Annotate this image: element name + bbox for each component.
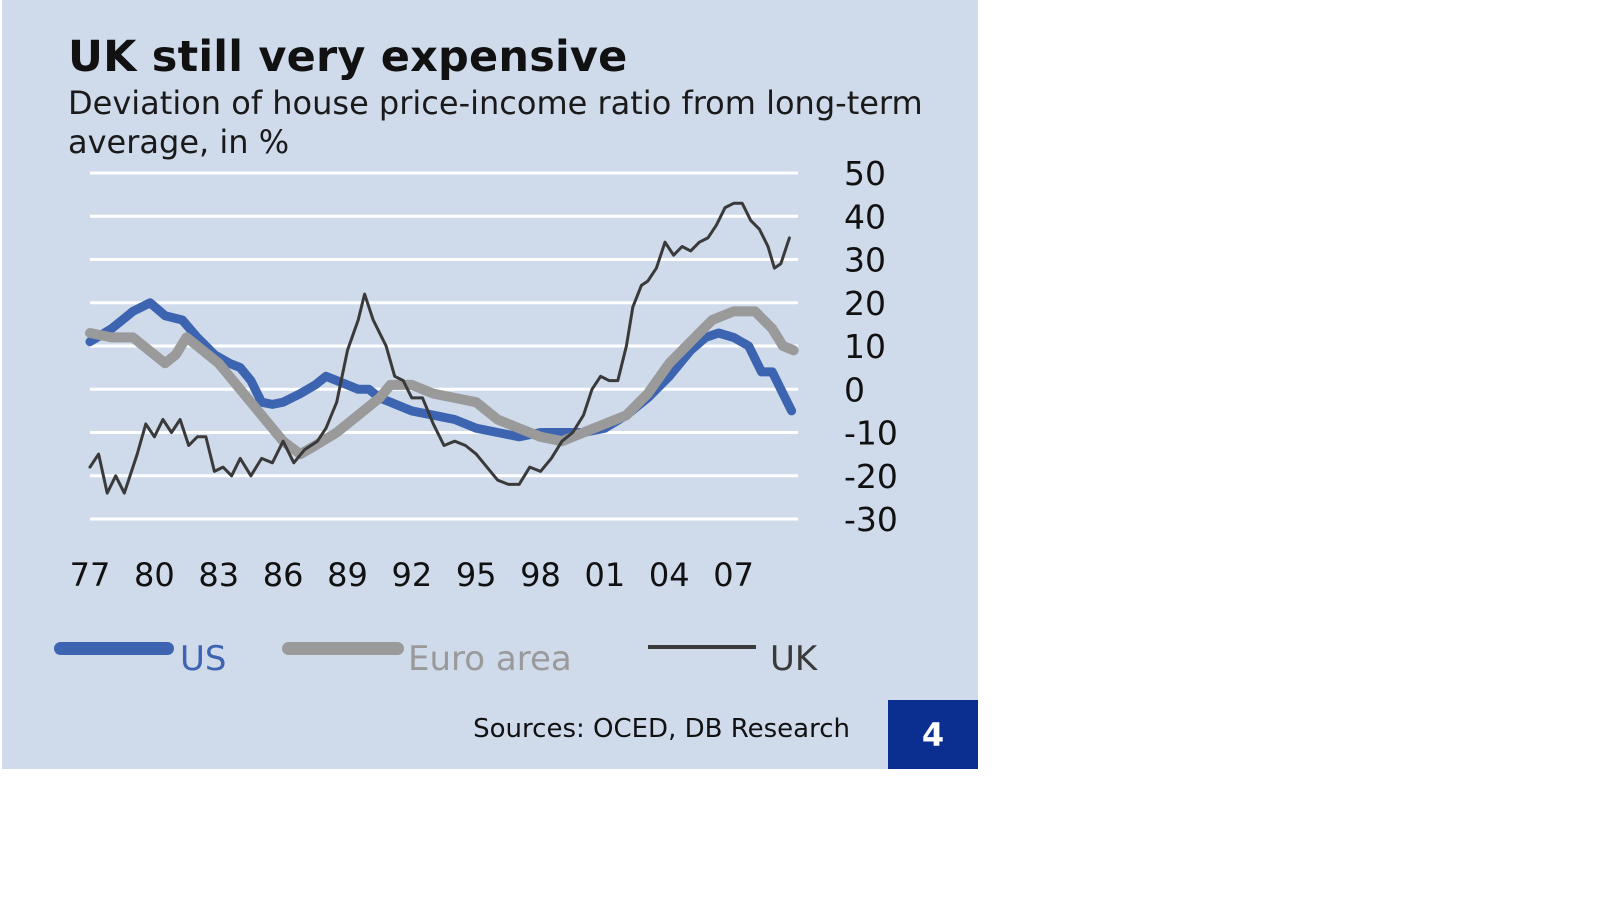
chart-subtitle: Deviation of house price-income ratio fr… — [68, 84, 923, 161]
y-tick-label: 40 — [844, 197, 886, 236]
x-tick-label: 98 — [520, 556, 561, 594]
y-tick-label: -20 — [844, 457, 898, 496]
x-tick-label: 92 — [391, 556, 432, 594]
y-tick-label: 50 — [844, 154, 886, 193]
x-tick-label: 04 — [649, 556, 690, 594]
x-tick-label: 89 — [327, 556, 368, 594]
legend-label-euro-area: Euro area — [408, 639, 572, 679]
y-tick-label: 10 — [844, 327, 886, 366]
source-note: Sources: OCED, DB Research — [473, 714, 850, 744]
y-tick-label: -30 — [844, 500, 898, 539]
legend-swatch-uk — [648, 645, 756, 649]
x-tick-label: 80 — [134, 556, 175, 594]
x-tick-label: 83 — [198, 556, 239, 594]
x-tick-label: 95 — [456, 556, 497, 594]
series-line-us — [85, 298, 797, 442]
legend-label-uk: UK — [770, 639, 818, 679]
x-tick-label: 01 — [585, 556, 626, 594]
line-chart: 50 40 30 20 10 0 -10 -20 -30 77 80 83 86 89 92 95 98 01 04… — [70, 154, 898, 594]
legend-swatch-us — [54, 642, 174, 655]
x-tick-label: 77 — [70, 556, 111, 594]
x-tick-label: 07 — [713, 556, 754, 594]
legend: US Euro area UK — [2, 634, 978, 684]
y-tick-label: -10 — [844, 414, 898, 453]
y-tick-label: 20 — [844, 284, 886, 323]
page-number-badge: 4 — [888, 700, 978, 769]
chart-title: UK still very expensive — [68, 32, 628, 82]
x-tick-label: 86 — [263, 556, 304, 594]
series-line-euro-area — [85, 306, 799, 460]
legend-swatch-euro-area — [282, 642, 404, 655]
y-tick-label: 30 — [844, 241, 886, 280]
chart-panel: UK still very expensive Deviation of hou… — [2, 0, 978, 769]
y-tick-label: 0 — [844, 370, 865, 409]
series-line-uk — [88, 201, 791, 495]
legend-label-us: US — [180, 639, 227, 679]
